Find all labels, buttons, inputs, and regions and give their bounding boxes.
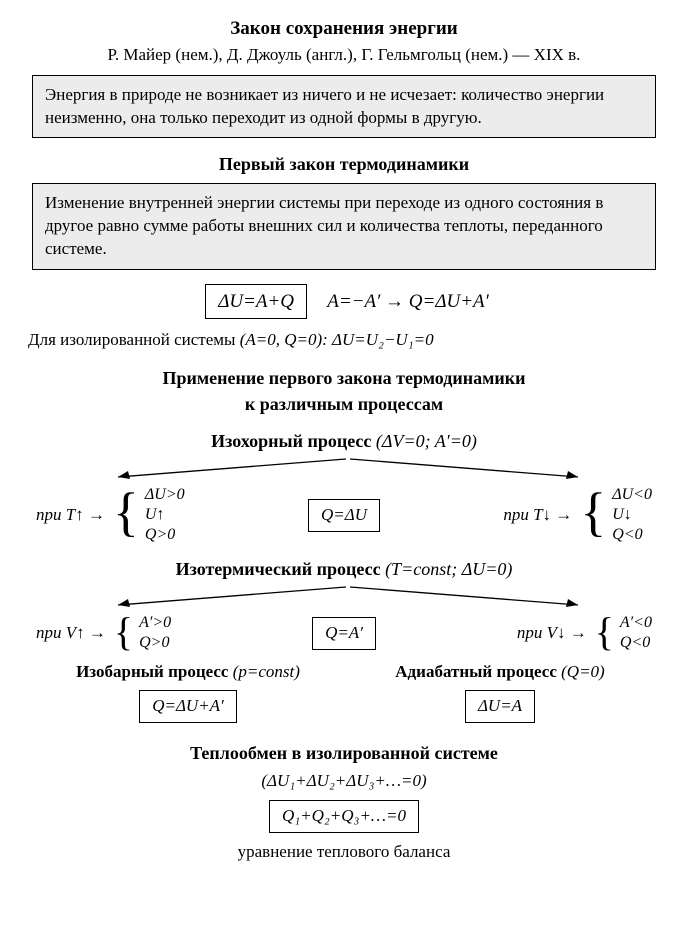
adiabatic-col: Адиабатный процесс (Q=0) ΔU=A bbox=[344, 661, 656, 723]
list-item: Q>0 bbox=[139, 633, 171, 653]
first-law-box: Изменение внутренней энергии системы при… bbox=[32, 183, 656, 270]
isothermal-left-label: при V↑ → bbox=[36, 622, 106, 645]
main-formula-row: ΔU=A+Q A=−A′ → Q=ΔU+A′ bbox=[28, 284, 660, 320]
list-item: Q>0 bbox=[145, 525, 185, 545]
isolated-system-line: Для изолированной системы (A=0, Q=0): ΔU… bbox=[28, 329, 660, 352]
list-item: Q<0 bbox=[620, 633, 652, 653]
isobaric-formula-box: Q=ΔU+A′ bbox=[139, 690, 237, 723]
isochoric-left-label: при T↑ → bbox=[36, 504, 105, 527]
isochoric-right-stack: ΔU<0 U↓ Q<0 bbox=[612, 485, 652, 545]
authors-line: Р. Майер (нем.), Д. Джоуль (англ.), Г. Г… bbox=[28, 44, 660, 67]
isochoric-title-text: Изохорный процесс bbox=[211, 431, 371, 451]
heat-exchange-caption: уравнение теплового баланса bbox=[28, 841, 660, 864]
isothermal-right-label: при V↓ → bbox=[517, 622, 587, 645]
isobaric-title-text: Изобарный процесс bbox=[76, 662, 228, 681]
isobaric-title: Изобарный процесс (p=const) bbox=[32, 661, 344, 684]
heat-exchange-formula-box: Q₁+Q₂+Q₃+…=0 bbox=[269, 800, 419, 833]
page-title: Закон сохранения энергии bbox=[28, 16, 660, 42]
list-item: ΔU>0 bbox=[145, 485, 185, 505]
isochoric-arrows bbox=[88, 457, 600, 479]
list-item: ΔU<0 bbox=[612, 485, 652, 505]
isobaric-adiabatic-row: Изобарный процесс (p=const) Q=ΔU+A′ Адиа… bbox=[32, 661, 656, 723]
isochoric-formula-box: Q=ΔU bbox=[308, 499, 380, 532]
list-item: A′>0 bbox=[139, 613, 171, 633]
brace-icon: { bbox=[595, 618, 614, 646]
isolated-eq: ΔU=U₂−U₁=0 bbox=[332, 330, 434, 349]
brace-icon: { bbox=[580, 494, 606, 532]
isolated-prefix: Для изолированной системы bbox=[28, 330, 235, 349]
list-item: Q<0 bbox=[612, 525, 652, 545]
main-formula-box: ΔU=A+Q bbox=[205, 284, 307, 320]
adiabatic-title: Адиабатный процесс (Q=0) bbox=[344, 661, 656, 684]
isochoric-right: при T↓ → { ΔU<0 U↓ Q<0 bbox=[503, 485, 652, 545]
list-item: A′<0 bbox=[620, 613, 652, 633]
isothermal-title: Изотермический процесс (T=const; ΔU=0) bbox=[28, 557, 660, 581]
isothermal-cond: (T=const; ΔU=0) bbox=[385, 559, 512, 579]
adiabatic-title-text: Адиабатный процесс bbox=[395, 662, 557, 681]
isochoric-left: при T↑ → { ΔU>0 U↑ Q>0 bbox=[36, 485, 185, 545]
isochoric-cond: (ΔV=0; A′=0) bbox=[376, 431, 477, 451]
first-law-title: Первый закон термодинамики bbox=[28, 152, 660, 176]
heat-exchange-cond: (ΔU₁+ΔU₂+ΔU₃+…=0) bbox=[28, 770, 660, 793]
isothermal-title-text: Изотермический процесс bbox=[176, 559, 381, 579]
adiabatic-formula-box: ΔU=A bbox=[465, 690, 535, 723]
apply-title-2: к различным процессам bbox=[28, 392, 660, 416]
isolated-cond: (A=0, Q=0): bbox=[240, 330, 332, 349]
isothermal-left: при V↑ → { A′>0 Q>0 bbox=[36, 613, 171, 653]
isochoric-left-stack: ΔU>0 U↑ Q>0 bbox=[145, 485, 185, 545]
isochoric-title: Изохорный процесс (ΔV=0; A′=0) bbox=[28, 429, 660, 453]
isothermal-left-stack: A′>0 Q>0 bbox=[139, 613, 171, 653]
list-item: U↑ bbox=[145, 505, 185, 525]
main-formula-side: A=−A′ → Q=ΔU+A′ bbox=[327, 291, 489, 312]
isothermal-branches: при V↑ → { A′>0 Q>0 Q=A′ при V↓ → { A′<0… bbox=[36, 613, 652, 653]
list-item: U↓ bbox=[612, 505, 652, 525]
apply-title-1: Применение первого закона термодинамики bbox=[28, 366, 660, 390]
energy-conservation-box: Энергия в природе не возникает из ничего… bbox=[32, 75, 656, 139]
brace-icon: { bbox=[114, 618, 133, 646]
brace-icon: { bbox=[113, 494, 139, 532]
isobaric-col: Изобарный процесс (p=const) Q=ΔU+A′ bbox=[32, 661, 344, 723]
isothermal-formula-box: Q=A′ bbox=[312, 617, 376, 650]
heat-exchange-title: Теплообмен в изолированной системе bbox=[28, 741, 660, 765]
isobaric-cond: (p=const) bbox=[233, 662, 300, 681]
heat-exchange-formula-row: Q₁+Q₂+Q₃+…=0 bbox=[28, 800, 660, 833]
isochoric-branches: при T↑ → { ΔU>0 U↑ Q>0 Q=ΔU при T↓ → { Δ… bbox=[36, 485, 652, 545]
isothermal-right: при V↓ → { A′<0 Q<0 bbox=[517, 613, 652, 653]
isochoric-right-label: при T↓ → bbox=[503, 504, 572, 527]
isothermal-right-stack: A′<0 Q<0 bbox=[620, 613, 652, 653]
adiabatic-cond: (Q=0) bbox=[561, 662, 605, 681]
isothermal-arrows bbox=[88, 585, 600, 607]
